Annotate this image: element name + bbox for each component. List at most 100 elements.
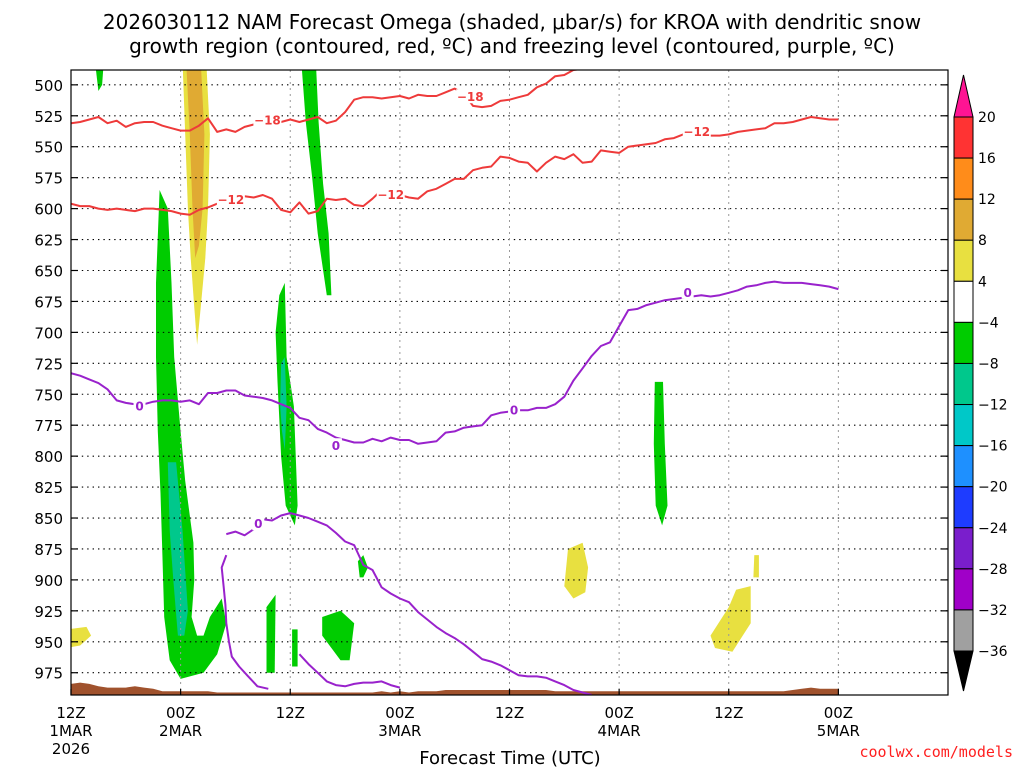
isotherm-minus18-line [71,70,582,133]
contour-label-minus18-bg [456,89,485,104]
colorbar-label: −24 [978,521,1008,537]
x-tick-label: 00Z [166,704,195,722]
contour-label-zero-bg [252,516,265,531]
omega-region [753,555,759,578]
colorbar-label: −16 [978,439,1008,455]
x-tick-date-label: 4MAR [598,722,641,740]
contour-label-minus18-bg [253,112,282,127]
contour-label-minus18: −18 [457,90,484,104]
y-tick-label: 750 [34,386,63,404]
y-tick-label: 925 [34,603,63,621]
x-tick-label: 12Z [714,704,743,722]
y-tick-label: 775 [34,417,63,435]
colorbar-label: 20 [978,110,996,126]
contour-label-minus18: −18 [254,114,281,128]
freezing-level-left-line [220,554,269,690]
colorbar-segment [953,568,974,611]
contour-label-minus12-bg [376,187,405,201]
colorbar-label: −8 [978,356,999,372]
x-tick-date-label: 2MAR [159,722,202,740]
y-tick-label: 625 [34,232,63,250]
colorbar-segment [953,404,974,447]
colorbar-segment [953,321,974,364]
colorbar-segment [953,486,974,529]
y-tick-label: 575 [34,170,63,188]
omega-region [322,610,355,661]
colorbar-label: −20 [978,480,1008,496]
x-tick-label: 00Z [385,704,414,722]
colorbar-label: 4 [978,274,987,290]
y-tick-label: 500 [34,77,63,95]
ground-layer [71,682,839,695]
colorbar-label: −32 [978,603,1008,619]
y-tick-label: 850 [34,510,63,528]
y-tick-label: 525 [34,108,63,126]
colorbar-label: 12 [978,192,996,208]
x-tick-label: 12Z [276,704,305,722]
colorbar-label: −36 [978,644,1008,660]
colorbar-label: −12 [978,398,1008,414]
contour-label-zero: 0 [135,400,143,414]
contour-label-zero: 0 [332,439,340,453]
contour-label-zero: 0 [683,286,691,300]
y-tick-label: 675 [34,293,63,311]
freezing-level-lower-line [226,512,592,695]
colorbar-top-arrow [953,74,974,118]
omega-region [266,594,276,673]
colorbar-bottom-arrow [953,650,974,692]
contour-label-zero-bg [508,402,521,417]
colorbar: 20 16 12 8 4 −4 −8 −12 −16 −20 −24 −28 −32 −36 [953,74,1008,692]
omega-region [275,282,298,526]
omega-region [564,542,589,599]
x-tick-date-label: 3MAR [378,722,421,740]
contour-label-zero: 0 [254,517,262,531]
x-tick-date-label: 5MAR [817,722,860,740]
omega-shading-layer [71,70,759,679]
y-tick-label: 950 [34,634,63,652]
freezing-level-upper-line [71,280,839,445]
colorbar-label: −4 [978,315,999,331]
y-axis: 500 525 550 575 600 625 650 675 700 725 750 775 800 8… [34,77,948,683]
omega-region [301,70,332,296]
contour-label-zero-bg [329,438,342,453]
colorbar-segment [953,527,974,570]
y-tick-label: 725 [34,355,63,373]
colorbar-segment [953,445,974,488]
contour-label-minus12: −12 [683,125,710,139]
chart-title-line1: 2026030112 NAM Forecast Omega (shaded, μ… [103,10,921,34]
ground-terrain [71,682,839,695]
contour-label-minus12: −12 [217,193,244,207]
y-tick-label: 825 [34,479,63,497]
contour-label-minus12-bg [216,191,245,206]
x-axis-label: Forecast Time (UTC) [419,748,600,768]
freezing-level-bottom-line [298,653,401,689]
colorbar-segment [953,116,974,159]
contour-label-zero-bg [681,284,694,299]
y-tick-label: 975 [34,665,63,683]
colorbar-label: 16 [978,151,996,167]
y-tick-label: 650 [34,262,63,280]
contour-layer: −18 −18 −12 −12 −12 0 0 0 0 0 [71,70,839,695]
y-tick-label: 900 [34,572,63,590]
x-tick-label: 00Z [824,704,853,722]
x-tick-date-label: 1MAR [49,722,92,740]
omega-region [653,381,668,526]
contour-label-minus12: −12 [377,188,404,202]
source-link[interactable]: coolwx.com/models [859,743,1013,761]
colorbar-segment [953,157,974,200]
colorbar-label: 8 [978,233,987,249]
y-tick-label: 875 [34,541,63,559]
colorbar-segment [953,280,974,323]
y-tick-label: 700 [34,324,63,342]
omega-region [710,586,751,652]
y-tick-label: 550 [34,139,63,157]
y-tick-label: 800 [34,448,63,466]
x-tick-label: 12Z [495,704,524,722]
colorbar-segment [953,362,974,406]
contour-label-zero: 0 [510,403,518,417]
chart-title-line2: growth region (contoured, red, ºC) and f… [129,34,895,58]
colorbar-segment [953,609,974,652]
x-tick-label: 00Z [604,704,633,722]
